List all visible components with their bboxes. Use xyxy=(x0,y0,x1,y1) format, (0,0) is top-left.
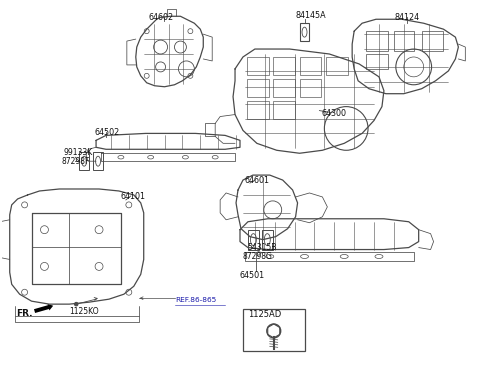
Bar xyxy=(273,57,295,75)
Bar xyxy=(243,309,304,351)
Text: 1125KO: 1125KO xyxy=(69,307,99,316)
Bar xyxy=(300,23,310,41)
Bar xyxy=(247,57,269,75)
Bar xyxy=(93,152,103,170)
Text: 87298G: 87298G xyxy=(243,252,273,261)
Bar xyxy=(262,230,273,250)
Text: 87298F: 87298F xyxy=(61,157,90,166)
Text: 54315B: 54315B xyxy=(247,243,276,252)
Bar xyxy=(366,54,388,69)
Text: FR.: FR. xyxy=(16,309,32,318)
Text: 64602: 64602 xyxy=(149,13,174,22)
Text: 64502: 64502 xyxy=(94,129,120,138)
Bar xyxy=(394,31,414,51)
FancyArrow shape xyxy=(34,304,53,313)
Bar xyxy=(248,230,259,250)
Text: 64601: 64601 xyxy=(245,176,270,185)
Text: 64501: 64501 xyxy=(240,271,265,280)
Text: 84124: 84124 xyxy=(395,13,420,22)
Bar xyxy=(300,79,322,97)
Bar xyxy=(273,79,295,97)
Bar xyxy=(300,57,322,75)
Bar xyxy=(366,31,388,51)
Text: 64300: 64300 xyxy=(322,109,347,118)
Text: 1125AD: 1125AD xyxy=(248,310,281,319)
Text: 99133K: 99133K xyxy=(63,148,93,157)
Circle shape xyxy=(74,302,78,306)
Text: 84145A: 84145A xyxy=(296,11,326,20)
Text: REF.86-865: REF.86-865 xyxy=(176,297,217,303)
Text: 64101: 64101 xyxy=(121,192,146,201)
Bar xyxy=(247,79,269,97)
Bar xyxy=(326,57,348,75)
Bar xyxy=(273,101,295,118)
Bar xyxy=(247,101,269,118)
Bar xyxy=(421,31,444,51)
Bar xyxy=(79,152,89,170)
